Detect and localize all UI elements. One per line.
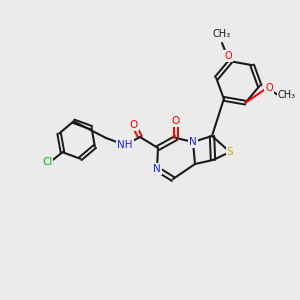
Text: N: N bbox=[153, 164, 161, 174]
Text: NH: NH bbox=[117, 140, 133, 150]
Text: O: O bbox=[172, 116, 180, 126]
Text: CH₃: CH₃ bbox=[278, 90, 296, 100]
Text: O: O bbox=[224, 51, 232, 61]
Text: O: O bbox=[130, 120, 138, 130]
Text: N: N bbox=[189, 137, 197, 147]
Text: CH₃: CH₃ bbox=[213, 29, 231, 39]
Text: O: O bbox=[265, 83, 273, 93]
Text: S: S bbox=[227, 147, 233, 157]
Text: Cl: Cl bbox=[42, 157, 52, 167]
